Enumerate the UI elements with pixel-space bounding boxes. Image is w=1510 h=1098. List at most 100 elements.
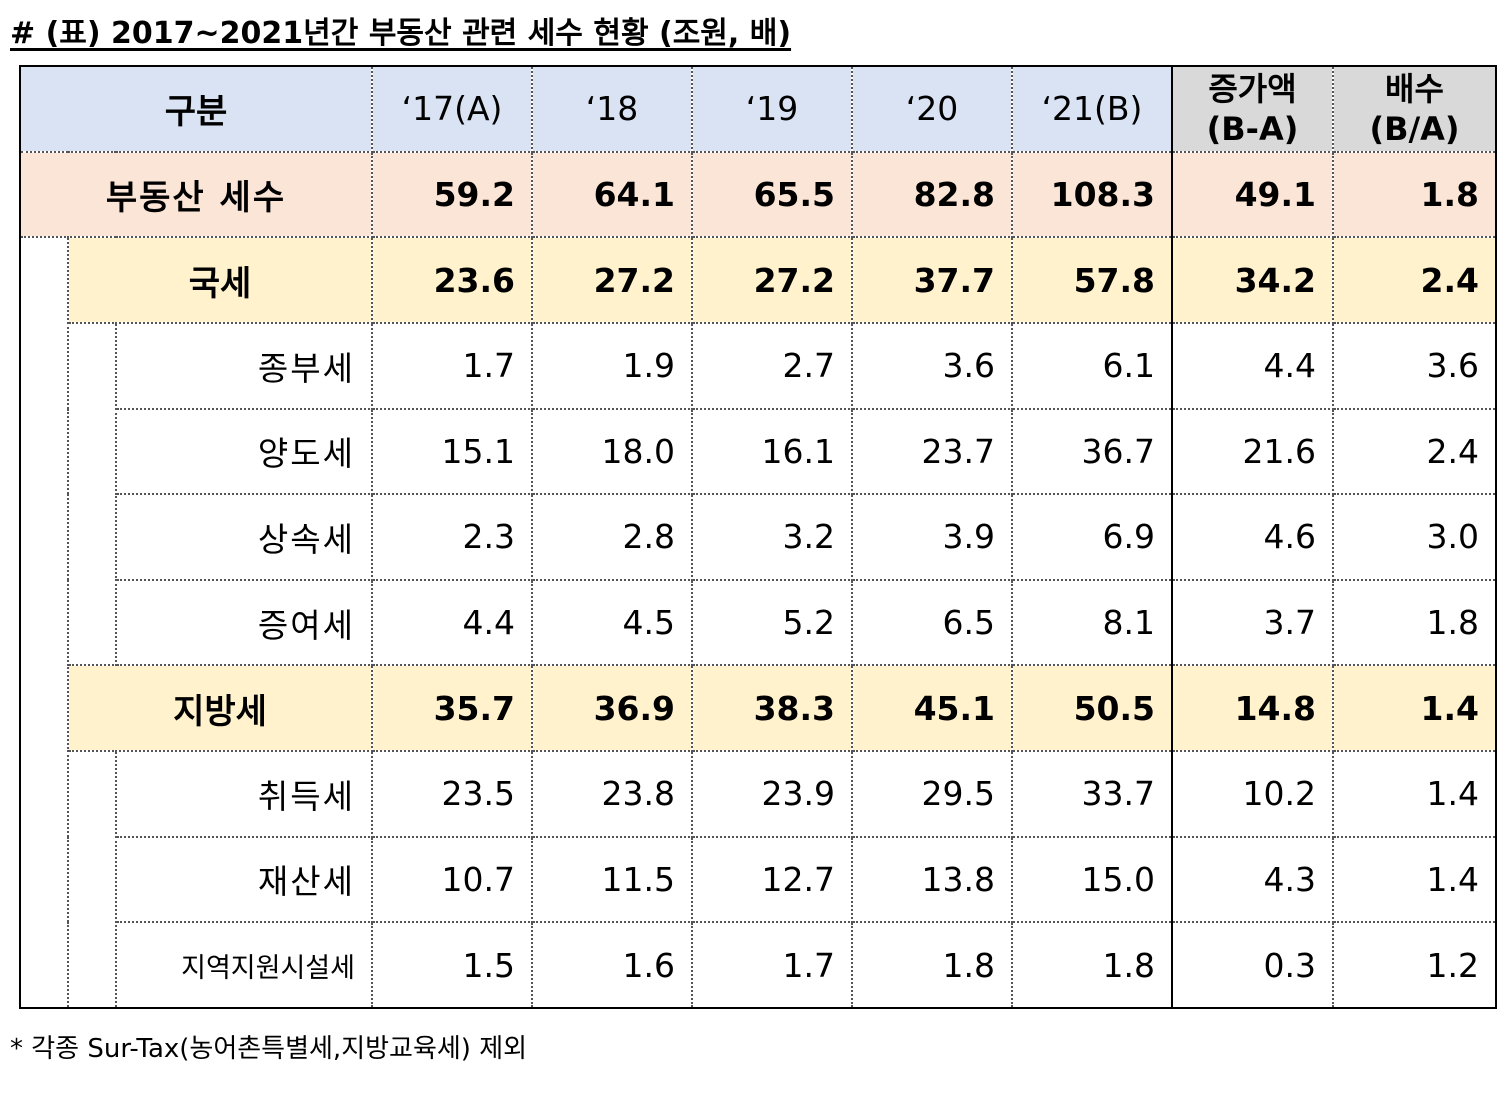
cell-local-2018: 36.9 [531,664,693,752]
cell-total-2017: 59.2 [371,150,533,239]
header-year-2017: ‘17(A) [371,65,533,153]
cell: 6.9 [1011,493,1173,581]
cell-national-2019: 27.2 [691,236,853,324]
header-ratio-line2: (B/A) [1369,109,1460,148]
header-ratio-line1: 배수 [1385,69,1444,108]
cell-total-increase: 49.1 [1171,150,1334,239]
row-label-item: 증여세 [115,578,373,667]
cell-local-2021: 50.5 [1011,664,1173,752]
row-label-total: 부동산 세수 [19,150,373,239]
row-label-item: 지역지원시설세 [115,921,373,1009]
cell: 1.2 [1332,921,1497,1009]
cell: 4.4 [1171,321,1334,410]
cell: 8.1 [1011,578,1173,667]
cell: 2.7 [691,321,853,410]
cell: 1.7 [691,921,853,1009]
cell: 15.1 [371,407,533,496]
cell: 33.7 [1011,750,1173,838]
cell: 36.7 [1011,407,1173,496]
cell: 1.8 [851,921,1013,1009]
cell: 1.4 [1332,835,1497,924]
cell: 1.8 [1011,921,1173,1009]
indent-cell [67,750,117,1009]
table-row-national: 국세 23.6 27.2 27.2 37.7 57.8 34.2 2.4 [19,236,1497,1009]
cell: 2.4 [1332,407,1497,496]
cell-national-increase: 34.2 [1171,236,1334,324]
row-label-local: 지방세 [67,664,373,752]
cell-local-2017: 35.7 [371,664,533,752]
header-ratio: 배수 (B/A) [1332,65,1497,153]
cell: 10.7 [371,835,533,924]
header-year-2020: ‘20 [851,65,1013,153]
header-year-2019: ‘19 [691,65,853,153]
cell-local-2020: 45.1 [851,664,1013,752]
table-row-total: 부동산 세수 59.2 64.1 65.5 82.8 108.3 49.1 1.… [19,150,1497,239]
row-label-item: 종부세 [115,321,373,410]
cell: 1.6 [531,921,693,1009]
cell: 1.7 [371,321,533,410]
cell: 11.5 [531,835,693,924]
header-row: 구분 ‘17(A) ‘18 ‘19 ‘20 ‘21(B) 증가액 (B-A) 배… [19,65,1497,153]
cell-national-ratio: 2.4 [1332,236,1497,324]
header-category: 구분 [19,65,373,153]
cell: 1.9 [531,321,693,410]
cell: 21.6 [1171,407,1334,496]
table-row: 재산세 10.7 11.5 12.7 13.8 15.0 4.3 1.4 [20,835,1497,924]
cell: 13.8 [851,835,1013,924]
header-year-2018: ‘18 [531,65,693,153]
cell: 1.5 [371,921,533,1009]
table-row: 지역지원시설세 1.5 1.6 1.7 1.8 1.8 0.3 1.2 [20,921,1497,1009]
indent-cell [19,236,69,1009]
row-label-item: 양도세 [115,407,373,496]
cell-national-2020: 37.7 [851,236,1013,324]
cell: 16.1 [691,407,853,496]
cell-total-2020: 82.8 [851,150,1013,239]
table-row: 증여세 4.4 4.5 5.2 6.5 8.1 3.7 1.8 [20,578,1497,667]
cell-total-2018: 64.1 [531,150,693,239]
cell: 3.6 [851,321,1013,410]
table-title: # (표) 2017~2021년간 부동산 관련 세수 현황 (조원, 배) [10,16,792,51]
cell: 4.5 [531,578,693,667]
cell: 6.5 [851,578,1013,667]
cell: 18.0 [531,407,693,496]
cell-local-2019: 38.3 [691,664,853,752]
cell: 2.3 [371,493,533,581]
cell-total-ratio: 1.8 [1332,150,1497,239]
header-year-2021: ‘21(B) [1011,65,1173,153]
cell-national-2018: 27.2 [531,236,693,324]
table-row: 취득세 23.5 23.8 23.9 29.5 33.7 10.2 1.4 [20,750,1497,1009]
cell: 23.8 [531,750,693,838]
cell: 4.3 [1171,835,1334,924]
cell-total-2019: 65.5 [691,150,853,239]
cell: 0.3 [1171,921,1334,1009]
indent-cell [67,321,117,667]
header-increase: 증가액 (B-A) [1171,65,1334,153]
cell: 23.9 [691,750,853,838]
cell: 1.8 [1332,578,1497,667]
cell-national-2021: 57.8 [1011,236,1173,324]
cell: 4.6 [1171,493,1334,581]
cell-national-2017: 23.6 [371,236,533,324]
cell-total-2021: 108.3 [1011,150,1173,239]
cell: 4.4 [371,578,533,667]
cell: 12.7 [691,835,853,924]
row-label-item: 상속세 [115,493,373,581]
cell: 3.2 [691,493,853,581]
table-row: 종부세 1.7 1.9 2.7 3.6 6.1 4.4 3.6 [20,321,1497,667]
cell: 5.2 [691,578,853,667]
cell-local-ratio: 1.4 [1332,664,1497,752]
cell: 3.0 [1332,493,1497,581]
cell: 3.9 [851,493,1013,581]
cell: 3.6 [1332,321,1497,410]
footnote: * 각종 Sur-Tax(농어촌특별세,지방교육세) 제외 [10,1034,528,1064]
cell: 10.2 [1171,750,1334,838]
row-label-item: 취득세 [115,750,373,838]
header-increase-line2: (B-A) [1206,109,1299,148]
table-row-local: 지방세 35.7 36.9 38.3 45.1 50.5 14.8 1.4 [20,664,1497,752]
cell: 29.5 [851,750,1013,838]
row-label-item: 재산세 [115,835,373,924]
cell: 23.7 [851,407,1013,496]
cell: 3.7 [1171,578,1334,667]
tax-revenue-table: 구분 ‘17(A) ‘18 ‘19 ‘20 ‘21(B) 증가액 (B-A) 배… [19,65,1497,1009]
cell: 23.5 [371,750,533,838]
